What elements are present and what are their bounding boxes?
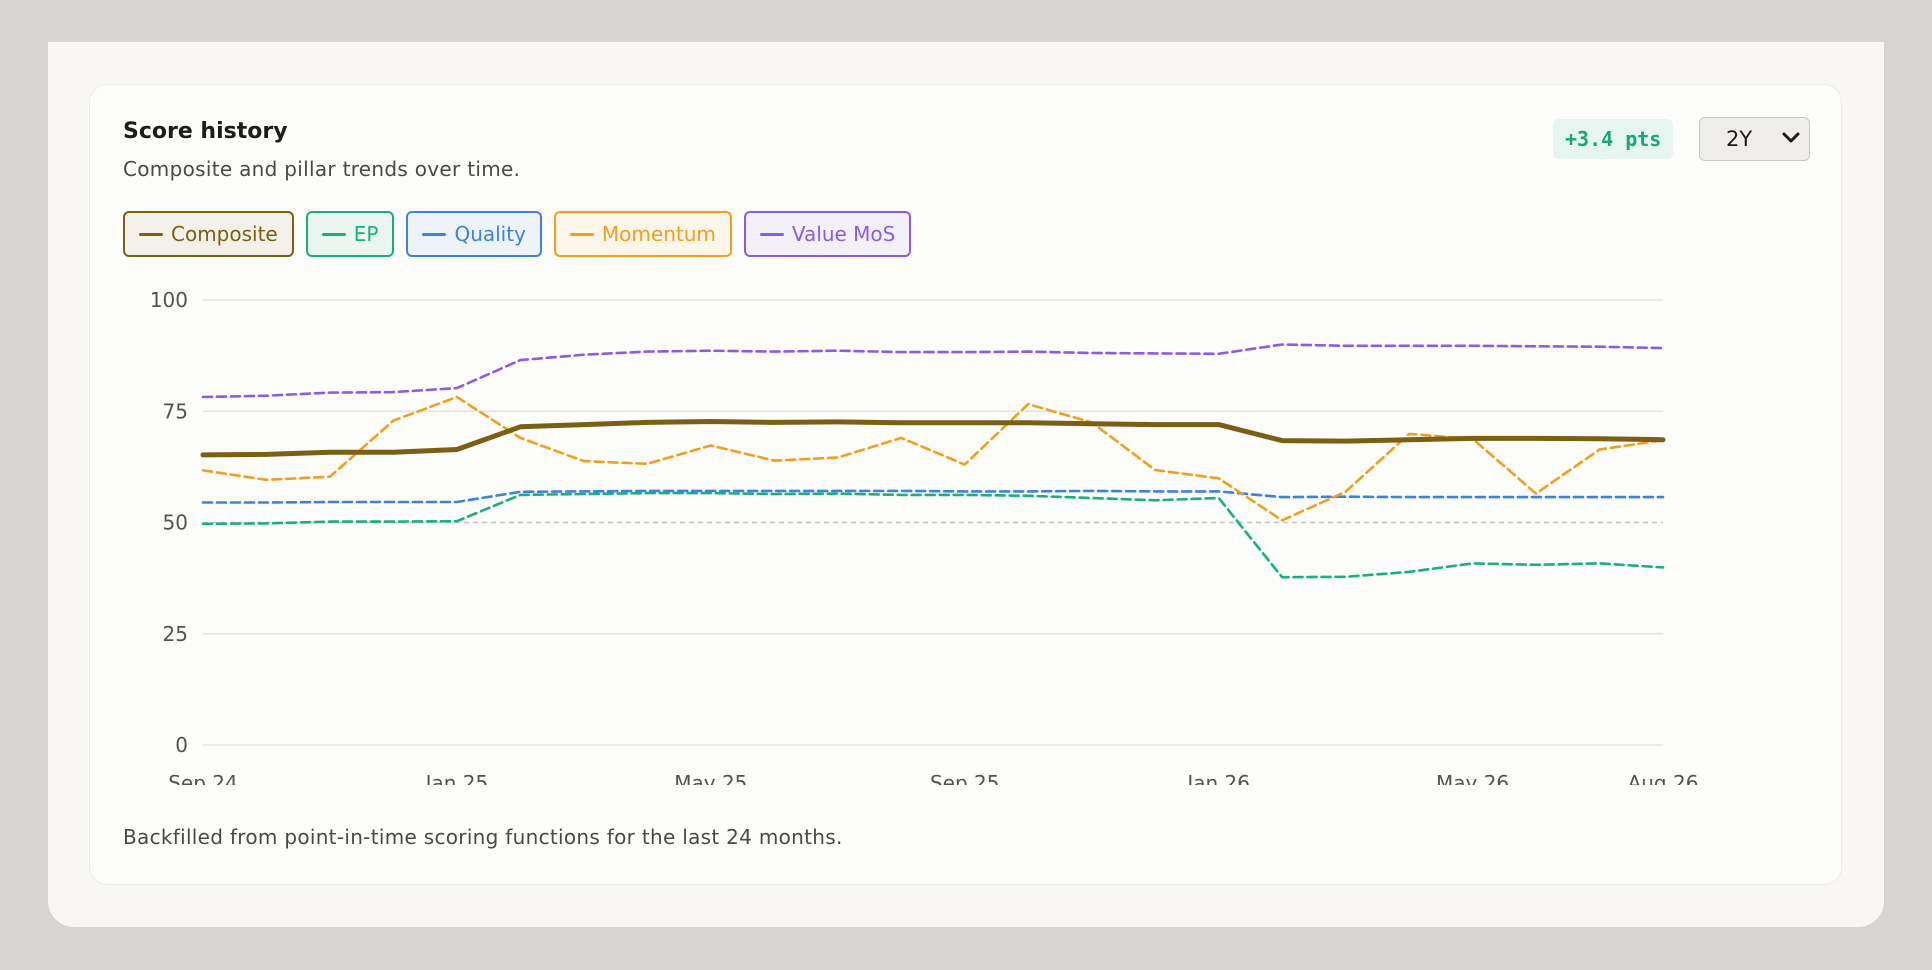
legend-toggle-momentum[interactable]: Momentum: [553, 211, 732, 257]
x-tick-label: Sep 25: [930, 771, 1000, 785]
legend-swatch: [422, 232, 447, 236]
legend-toggle-value-mos[interactable]: Value MoS: [743, 211, 912, 257]
legend-label: Value MoS: [791, 222, 896, 246]
series-line-composite: [200, 419, 1666, 458]
legend-toggle-quality[interactable]: Quality: [406, 211, 542, 257]
legend-swatch: [321, 232, 346, 236]
page-surface: Score history Composite and pillar trend…: [48, 42, 1884, 927]
x-tick-label: Sep 24: [168, 771, 238, 785]
x-tick-label: Jan 26: [1185, 771, 1250, 785]
legend-swatch: [569, 232, 594, 236]
legend-toggle-ep[interactable]: EP: [305, 211, 395, 257]
series-line-ep: [201, 491, 1665, 579]
series-line-quality: [201, 489, 1665, 504]
chart-footnote: Backfilled from point-in-time scoring fu…: [123, 825, 843, 849]
legend-label: EP: [353, 222, 379, 246]
legend-swatch: [139, 232, 163, 236]
score-history-card: Score history Composite and pillar trend…: [89, 84, 1842, 885]
legend-label: Composite: [171, 222, 278, 246]
legend-toggle-composite[interactable]: Composite: [123, 211, 294, 257]
legend-label: Momentum: [601, 222, 716, 246]
series-legend: Composite EP Quality Momentum Value MoS: [123, 211, 912, 257]
range-select-value: 2Y: [1726, 127, 1753, 151]
series-line-value-mos: [201, 343, 1665, 399]
y-tick-label: 75: [163, 399, 188, 423]
card-title: Score history: [123, 119, 288, 144]
x-tick-label: May 26: [1436, 771, 1509, 785]
score-delta-badge: +3.4 pts: [1553, 119, 1674, 159]
card-subtitle: Composite and pillar trends over time.: [123, 157, 521, 181]
range-select[interactable]: 2Y: [1699, 117, 1810, 161]
score-history-chart: 0 25 50 75 100 Sep 24 Jan 25 May 25 Sep 25 Jan 26…: [150, 288, 1699, 785]
y-tick-label: 0: [175, 733, 188, 757]
x-tick-label: May 25: [674, 771, 747, 785]
x-tick-label: Aug 26: [1628, 771, 1699, 785]
chevron-down-icon: [1782, 132, 1800, 143]
legend-swatch: [759, 232, 784, 236]
y-tick-label: 50: [163, 511, 188, 535]
y-tick-label: 100: [150, 288, 188, 312]
series-line-momentum: [201, 395, 1665, 522]
y-tick-label: 25: [163, 622, 188, 646]
legend-label: Quality: [454, 222, 526, 246]
x-tick-label: Jan 25: [424, 771, 489, 785]
